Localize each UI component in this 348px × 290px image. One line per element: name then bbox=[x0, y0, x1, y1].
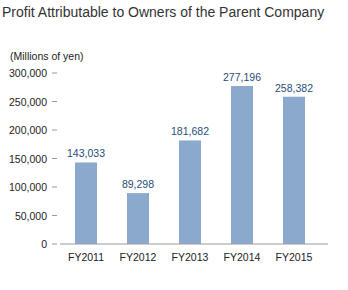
y-tick-label: 150,000 bbox=[9, 153, 47, 165]
chart: Profit Attributable to Owners of the Par… bbox=[0, 0, 348, 290]
y-tick bbox=[52, 158, 57, 159]
bar bbox=[75, 162, 97, 244]
bars bbox=[75, 86, 305, 244]
y-tick-label: 200,000 bbox=[9, 124, 47, 136]
y-tick bbox=[52, 215, 57, 216]
y-tick bbox=[52, 101, 57, 102]
x-tick-label: FY2011 bbox=[68, 251, 104, 263]
x-tick-label: FY2013 bbox=[172, 251, 209, 263]
y-tick bbox=[52, 130, 57, 131]
data-label: 277,196 bbox=[223, 71, 261, 83]
y-axis-label: (Millions of yen) bbox=[10, 50, 84, 62]
bar bbox=[283, 97, 305, 244]
y-tick-label: 100,000 bbox=[9, 181, 47, 193]
data-label: 258,382 bbox=[275, 82, 313, 94]
bar bbox=[179, 140, 201, 244]
title: Profit Attributable to Owners of the Par… bbox=[2, 4, 324, 20]
x-tick-label: FY2015 bbox=[276, 251, 313, 263]
y-tick-label: 300,000 bbox=[9, 67, 47, 79]
data-label: 181,682 bbox=[171, 125, 209, 137]
x-tick-label: FY2014 bbox=[224, 251, 261, 263]
x-tick-label: FY2012 bbox=[120, 251, 157, 263]
y-tick bbox=[52, 244, 57, 245]
data-label: 89,298 bbox=[122, 178, 154, 190]
y-tick-label: 250,000 bbox=[9, 96, 47, 108]
x-axis bbox=[60, 244, 328, 245]
data-label: 143,033 bbox=[67, 147, 105, 159]
bar bbox=[127, 193, 149, 244]
y-tick-label: 0 bbox=[41, 238, 47, 250]
bar bbox=[231, 86, 253, 244]
y-tick bbox=[52, 73, 57, 74]
y-tick bbox=[52, 187, 57, 188]
y-tick-label: 50,000 bbox=[15, 210, 47, 222]
